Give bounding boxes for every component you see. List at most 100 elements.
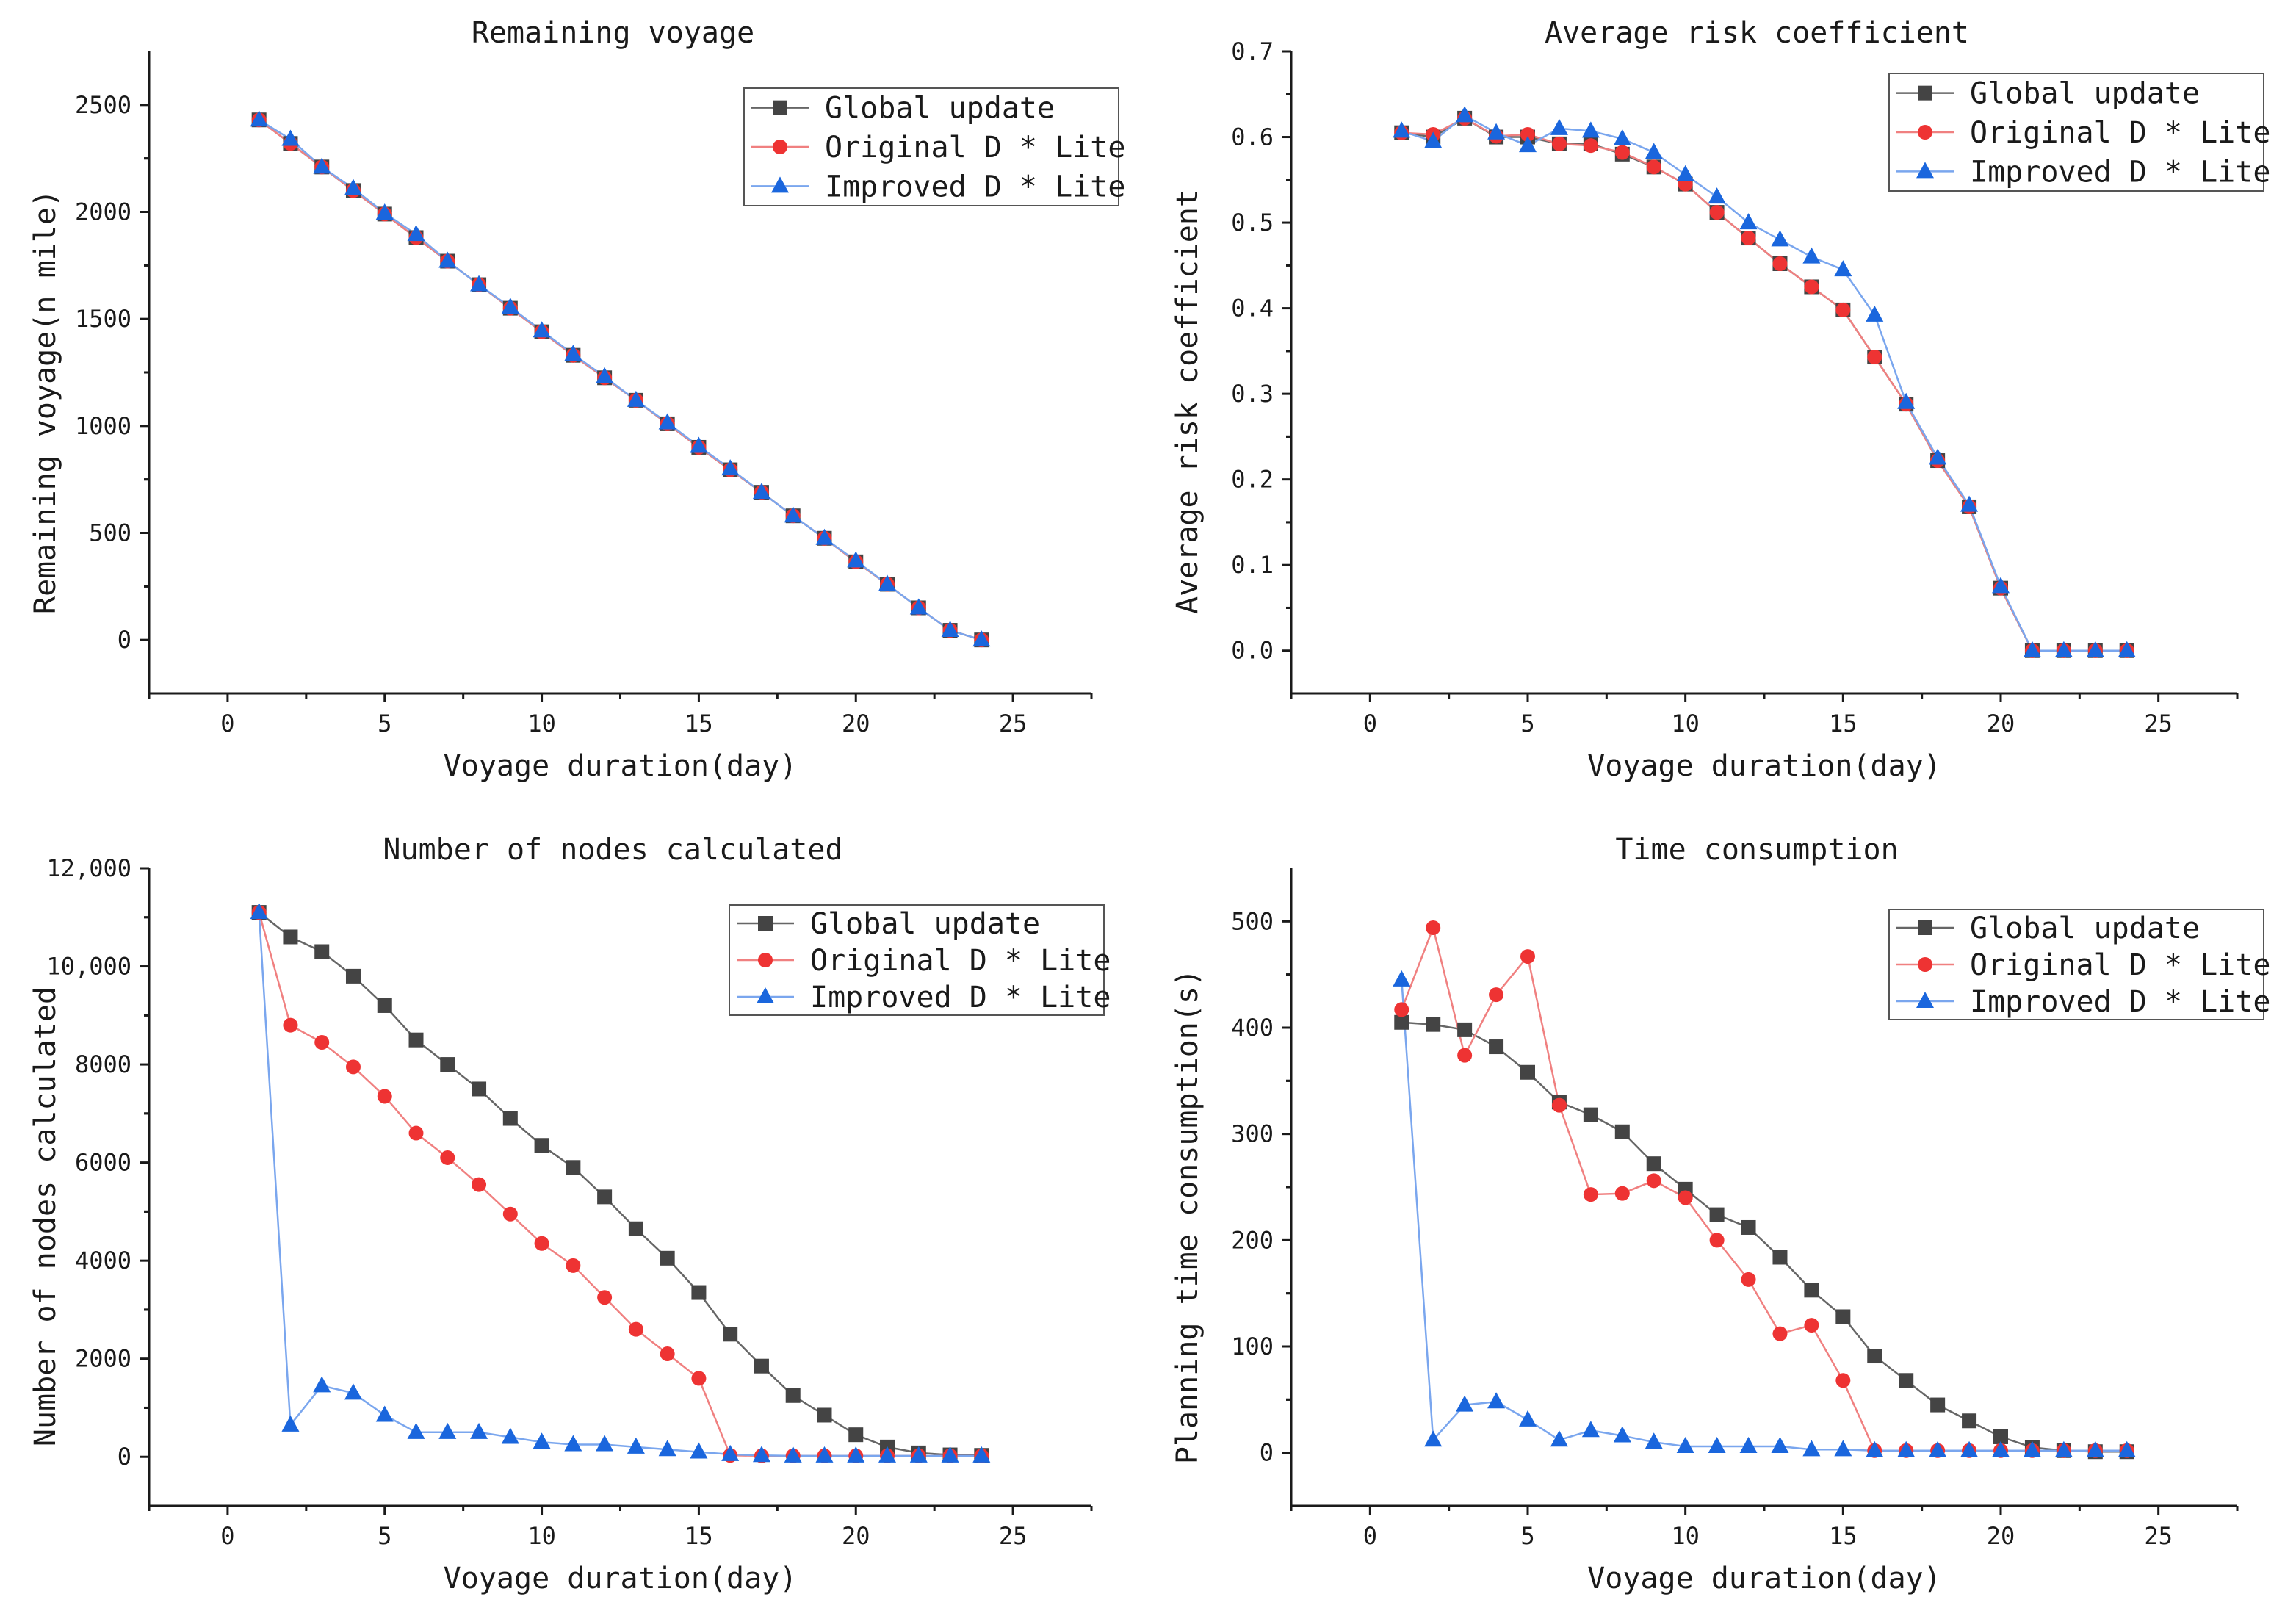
y-tick-label: 300 (1231, 1120, 1274, 1148)
data-point-series-3 (815, 1446, 834, 1463)
data-point-series-3 (1771, 1436, 1789, 1453)
panel-remaining-voyage: Remaining voyage 0 5 10 15 20 25 0 500 1000 1500 20… (29, 16, 1125, 783)
x-tick-label: 15 (1829, 710, 1858, 738)
data-point-series-3 (375, 203, 394, 220)
legend-marker (1916, 992, 1934, 1008)
data-point-series-2 (1867, 350, 1882, 365)
data-point-series-3 (1393, 121, 1411, 138)
x-tick-label: 25 (999, 710, 1028, 738)
data-point-series-1 (440, 1057, 455, 1072)
data-point-series-3 (878, 1446, 897, 1463)
x-tick-label: 5 (378, 710, 391, 738)
series-line-3 (1401, 114, 2127, 652)
y-tick-label: 0.5 (1231, 209, 1274, 237)
y-tick-label: 0.2 (1231, 466, 1274, 494)
data-point-series-1 (1804, 1283, 1819, 1298)
data-point-series-3 (972, 630, 991, 647)
data-point-series-1 (1741, 1219, 1756, 1235)
data-point-series-2 (345, 1059, 361, 1075)
data-point-series-2 (628, 1321, 643, 1337)
data-point-series-2 (1835, 302, 1851, 317)
data-point-series-2 (1678, 1190, 1693, 1205)
legend-marker (758, 916, 773, 931)
data-point-series-3 (2118, 1440, 2136, 1457)
data-point-series-1 (754, 1358, 769, 1374)
data-point-series-2 (1804, 279, 1819, 295)
data-point-series-3 (1802, 247, 1821, 264)
y-tick-label: 8000 (75, 1050, 131, 1078)
legend-marker (758, 953, 773, 967)
series-line-1 (1401, 117, 2127, 652)
data-point-series-2 (1457, 1048, 1473, 1063)
data-point-series-1 (377, 998, 392, 1013)
data-point-series-3 (1613, 1426, 1631, 1443)
data-point-series-3 (313, 1376, 331, 1393)
data-point-series-3 (564, 1435, 582, 1452)
legend: Global update Original D * Lite Improved D… (1888, 73, 2270, 192)
data-point-series-3 (2054, 1440, 2073, 1457)
data-point-series-3 (878, 574, 897, 591)
data-point-series-2 (283, 1017, 298, 1033)
data-point-series-3 (847, 551, 865, 568)
series-line-1 (1401, 1021, 2127, 1453)
data-point-series-1 (566, 1160, 581, 1175)
x-tick-label: 0 (1363, 710, 1377, 738)
x-tick-label: 10 (1671, 710, 1700, 738)
x-tick-label: 10 (527, 710, 556, 738)
y-tick-label: 100 (1231, 1333, 1274, 1360)
data-point-series-3 (909, 1446, 928, 1463)
data-point-series-3 (501, 298, 519, 314)
data-point-series-1 (408, 1032, 424, 1048)
data-point-series-3 (1487, 123, 1506, 140)
y-axis-label: Number of nodes calculated (29, 987, 62, 1446)
y-tick-label: 0.1 (1231, 551, 1274, 579)
data-point-series-1 (502, 1111, 518, 1126)
data-point-series-3 (1992, 1440, 2010, 1457)
data-point-series-1 (472, 1081, 487, 1097)
data-point-series-2 (1741, 231, 1756, 246)
data-point-series-2 (472, 1177, 487, 1192)
y-tick-label: 0.0 (1231, 637, 1274, 665)
chart-title: Average risk coefficient (1545, 16, 1969, 50)
data-point-series-3 (1393, 970, 1411, 987)
x-tick-label: 5 (1520, 1522, 1534, 1550)
data-point-series-3 (972, 1446, 991, 1463)
legend-marker (1918, 920, 1932, 935)
data-point-series-1 (628, 1221, 643, 1236)
data-point-series-1 (1930, 1397, 1946, 1413)
data-point-series-1 (314, 944, 330, 959)
y-tick-label: 0.6 (1231, 123, 1274, 151)
data-point-series-3 (690, 1442, 708, 1459)
legend-marker (771, 176, 789, 193)
data-point-series-1 (597, 1189, 613, 1205)
legend-label: Original D * Lite (1970, 116, 2270, 150)
data-point-series-1 (1772, 1250, 1788, 1265)
y-axis-label: Average risk coefficient (1171, 190, 1205, 614)
data-point-series-2 (660, 1346, 675, 1362)
data-point-series-1 (723, 1327, 738, 1342)
data-point-series-3 (1929, 1440, 1947, 1457)
data-point-series-1 (1993, 1429, 2008, 1444)
data-point-series-3 (721, 459, 740, 476)
x-tick-label: 25 (999, 1522, 1028, 1550)
data-point-series-2 (1489, 987, 1504, 1003)
data-point-series-3 (344, 179, 362, 195)
legend-marker (1916, 162, 1934, 179)
legend: Global update Original D * Lite Improved D… (743, 87, 1125, 206)
y-tick-label: 2000 (75, 198, 131, 226)
legend-marker (773, 100, 787, 115)
data-point-series-3 (941, 1446, 959, 1463)
series-line-2 (1401, 117, 2127, 652)
data-point-series-2 (1646, 159, 1661, 175)
chart-title: Number of nodes calculated (383, 833, 842, 867)
data-point-series-1 (691, 1285, 707, 1300)
y-tick-label: 10,000 (46, 953, 131, 981)
data-point-series-3 (1676, 1436, 1694, 1453)
data-point-series-3 (658, 1440, 676, 1457)
data-point-series-3 (313, 157, 331, 174)
data-point-series-3 (250, 110, 268, 127)
data-point-series-3 (2054, 641, 2073, 657)
data-point-series-3 (815, 528, 834, 545)
data-point-series-2 (1520, 949, 1535, 964)
legend-label: Improved D * Lite (1970, 155, 2270, 189)
